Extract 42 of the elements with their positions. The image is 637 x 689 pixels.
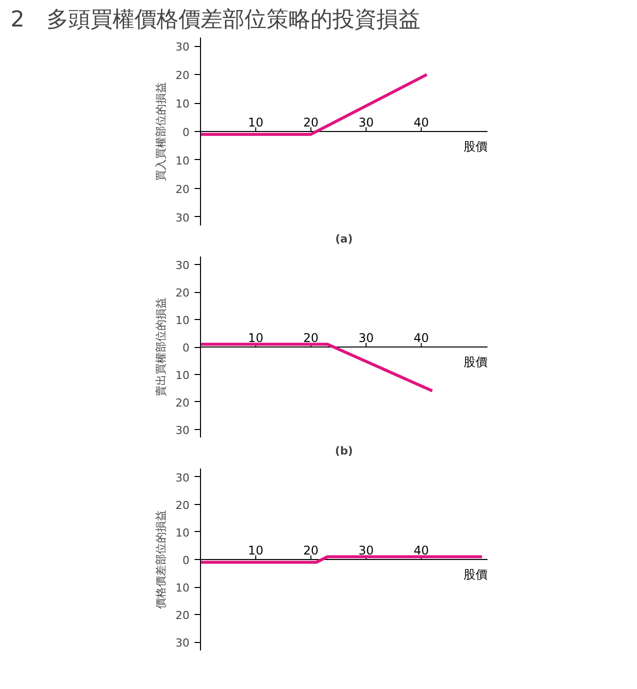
y-tick-label: 30 (176, 424, 190, 437)
y-tick-label: 0 (182, 342, 190, 354)
x-tick-label: 40 (414, 544, 429, 558)
y-tick-label: 30 (176, 259, 190, 272)
y-tick-label: 30 (176, 40, 190, 54)
y-tick-label: 30 (176, 211, 190, 224)
x-tick-label: 20 (303, 544, 319, 558)
x-tick-label: 20 (303, 331, 319, 345)
text: (a) (335, 232, 353, 246)
y-tick-label: 30 (176, 636, 190, 650)
y-tick-label: 0 (182, 554, 190, 567)
y-tick-label: 30 (176, 471, 190, 484)
x-tick-label: 40 (414, 116, 429, 130)
x-tick-label: 30 (358, 331, 374, 345)
x-tick-label: 30 (358, 116, 374, 130)
y-tick-label: 10 (176, 368, 190, 382)
y-tick-label: 20 (176, 498, 190, 512)
y-tick-label: 20 (176, 69, 190, 82)
x-axis-title: 股價 (464, 568, 488, 582)
y-tick-label: 0 (182, 126, 190, 139)
chart-title: 2 多頭買權價格價差部位策略的投資損益 (10, 8, 420, 32)
y-tick-label: 20 (176, 609, 190, 622)
text: (b) (335, 444, 353, 458)
y-axis-title: 買入買權部位的損益 (154, 82, 168, 181)
x-tick-label: 30 (358, 544, 374, 558)
x-axis-title: 股價 (464, 140, 488, 154)
y-tick-label: 10 (176, 154, 190, 168)
y-tick-label: 10 (176, 314, 190, 328)
y-tick-label: 10 (176, 582, 190, 595)
x-tick-label: 10 (248, 331, 264, 345)
y-tick-label: 10 (176, 526, 190, 540)
x-tick-label: 10 (248, 116, 264, 130)
x-axis-title: 股價 (464, 355, 488, 369)
y-tick-label: 20 (176, 396, 190, 410)
y-tick-label: 10 (176, 98, 190, 111)
x-tick-label: 40 (414, 331, 429, 345)
x-tick-label: 20 (303, 116, 319, 130)
y-tick-label: 20 (176, 286, 190, 300)
y-axis-title: 賣出買權部位的損益 (154, 298, 168, 396)
y-axis-title: 價格價差部位的損益 (154, 510, 168, 609)
y-tick-label: 20 (176, 182, 190, 196)
x-tick-label: 10 (248, 544, 264, 558)
